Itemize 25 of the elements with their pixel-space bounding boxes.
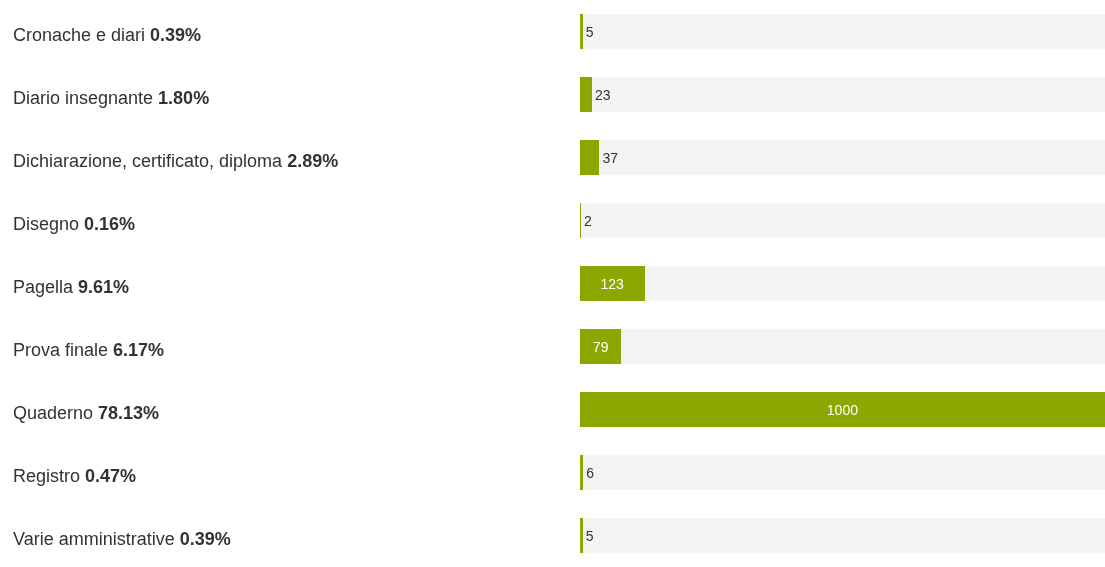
data-label: 23 xyxy=(595,86,611,103)
data-label: 123 xyxy=(600,275,625,292)
y-tick-label: Pagella 9.61% xyxy=(13,277,130,297)
y-tick-label: Diario insegnante 1.80% xyxy=(13,88,210,108)
y-tick-label: Cronache e diari 0.39% xyxy=(13,25,202,45)
data-label: 5 xyxy=(585,23,594,40)
bar xyxy=(580,77,593,112)
y-tick-label: Disegno 0.16% xyxy=(13,214,136,234)
bar xyxy=(580,455,584,490)
data-label: 6 xyxy=(586,464,595,481)
data-label: 2 xyxy=(584,212,593,229)
data-label: 79 xyxy=(592,338,609,355)
data-label: 37 xyxy=(602,149,619,166)
bar xyxy=(580,518,583,553)
bar xyxy=(580,14,583,49)
y-tick-label: Varie amministrative 0.39% xyxy=(13,529,231,549)
data-label: 1000 xyxy=(826,401,859,418)
bar xyxy=(580,329,622,364)
bar xyxy=(580,140,600,175)
y-tick-label: Dichiarazione, certificato, diploma 2.89% xyxy=(13,151,339,171)
y-tick-label: Registro 0.47% xyxy=(13,466,137,486)
bar xyxy=(580,266,645,301)
data-label: 5 xyxy=(585,527,594,544)
y-tick-label: Prova finale 6.17% xyxy=(13,340,165,360)
y-tick-label: Quaderno 78.13% xyxy=(13,403,160,423)
